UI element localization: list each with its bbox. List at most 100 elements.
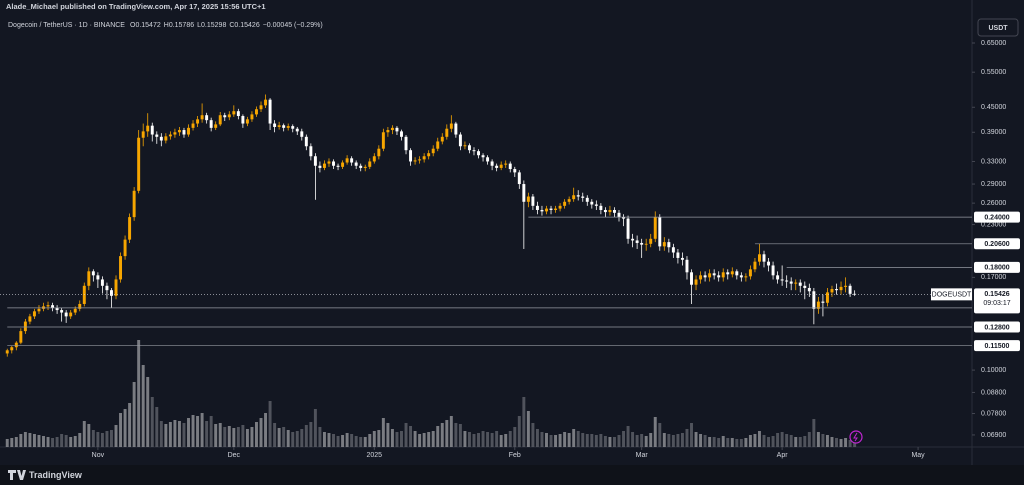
- candle-body: [504, 163, 508, 165]
- volume-bar: [60, 434, 64, 447]
- volume-bar: [436, 426, 440, 447]
- level-label: 0.12800: [984, 324, 1009, 331]
- volume-bar: [839, 439, 843, 447]
- volume-bar: [748, 435, 752, 447]
- volume-bar: [28, 433, 32, 447]
- volume-bar: [585, 434, 589, 447]
- candle-body: [540, 209, 544, 212]
- volume-bar: [794, 437, 798, 447]
- candle-body: [635, 240, 639, 243]
- candle-body: [835, 289, 838, 291]
- volume-bar: [390, 429, 394, 447]
- x-tick-label: Apr: [777, 452, 789, 459]
- volume-bar: [205, 421, 209, 447]
- volume-bar: [644, 436, 648, 447]
- candle-body: [807, 287, 811, 292]
- volume-bar: [844, 438, 848, 447]
- candle-body: [273, 123, 277, 127]
- candle-body: [182, 130, 186, 135]
- candle-body: [739, 275, 743, 278]
- candle-body: [236, 111, 240, 117]
- volume-bar: [110, 430, 113, 447]
- candle-body: [350, 158, 354, 163]
- volume-bar: [848, 440, 852, 447]
- candle-body: [413, 160, 417, 162]
- volume-bar: [590, 434, 594, 447]
- y-tick-label: 0.29000: [981, 181, 1006, 188]
- symbol: Dogecoin / TetherUS · 1D · BINANCE: [8, 22, 125, 29]
- candle-body: [227, 114, 231, 118]
- volume-bar: [508, 431, 512, 447]
- candle-body: [431, 148, 435, 154]
- candle-body: [789, 281, 793, 284]
- volume-bar: [771, 436, 775, 447]
- candle-body: [667, 242, 671, 248]
- plot-area: 0.65000 0.55000 0.45000 0.39000 0.33000 0.290…: [0, 40, 1020, 459]
- candle-body: [653, 217, 657, 239]
- candle-body: [513, 169, 517, 173]
- volume-bar: [123, 409, 127, 447]
- legend-label: L: [197, 22, 201, 29]
- candle-body: [558, 205, 562, 209]
- candle-body: [554, 208, 558, 210]
- currency-button[interactable]: [977, 18, 1019, 37]
- volume-bar: [703, 435, 707, 447]
- volume-bar: [5, 439, 9, 447]
- candle-body: [454, 123, 458, 135]
- volume-bar: [322, 432, 326, 447]
- volume-bar: [454, 423, 458, 447]
- legend-value: 0.15426: [234, 22, 259, 29]
- volume-bar: [753, 434, 757, 447]
- candle-body: [132, 190, 136, 218]
- volume-bar: [132, 382, 136, 447]
- volume-bar: [825, 435, 829, 447]
- volume-bar: [173, 420, 177, 447]
- volume-bar: [504, 434, 508, 447]
- volume-bar: [187, 418, 190, 447]
- volume-bar: [513, 427, 517, 447]
- volume-bar: [540, 432, 544, 447]
- candle-body: [608, 209, 612, 213]
- replay-icon[interactable]: [849, 430, 863, 444]
- volume-bar: [653, 417, 657, 447]
- candle-body: [110, 290, 113, 296]
- candle-body: [535, 205, 539, 210]
- price-label: 0.15426: [984, 291, 1009, 298]
- candle-body: [467, 145, 471, 151]
- y-tick-label: 0.08800: [981, 389, 1006, 396]
- volume-bar: [386, 423, 390, 447]
- candle-body: [318, 165, 322, 168]
- volume-bar: [259, 418, 263, 447]
- volume-bar: [214, 424, 218, 447]
- candle-body: [37, 308, 41, 312]
- volume-bar: [114, 425, 118, 447]
- volume-bar: [721, 436, 725, 447]
- volume-bar: [264, 413, 268, 447]
- volume-bar: [744, 438, 748, 447]
- volume-bar: [55, 437, 59, 447]
- candle-body: [173, 132, 177, 135]
- candle-body: [572, 195, 576, 200]
- candle-body: [196, 119, 200, 124]
- volume-bar: [622, 431, 626, 447]
- level-tag: [974, 238, 1020, 250]
- candle-body: [150, 125, 154, 135]
- candle-body: [612, 209, 616, 213]
- candle-body: [245, 119, 249, 124]
- volume-bar: [291, 432, 295, 447]
- volume-bar: [354, 436, 358, 447]
- volume-bar: [350, 434, 354, 447]
- candle-body: [703, 275, 707, 278]
- volume-bar: [481, 431, 485, 447]
- volume-bar: [295, 431, 299, 447]
- candle-body: [526, 196, 530, 202]
- volume-bar: [23, 432, 27, 447]
- candle-body: [848, 285, 852, 294]
- candle-body: [699, 275, 703, 280]
- volume-bar: [545, 433, 548, 447]
- level-label: 0.11500: [985, 343, 1010, 350]
- candle-body: [603, 209, 607, 213]
- candle-body: [223, 115, 227, 118]
- candle-body: [381, 132, 385, 149]
- ticker-label: DOGEUSDT: [932, 292, 972, 299]
